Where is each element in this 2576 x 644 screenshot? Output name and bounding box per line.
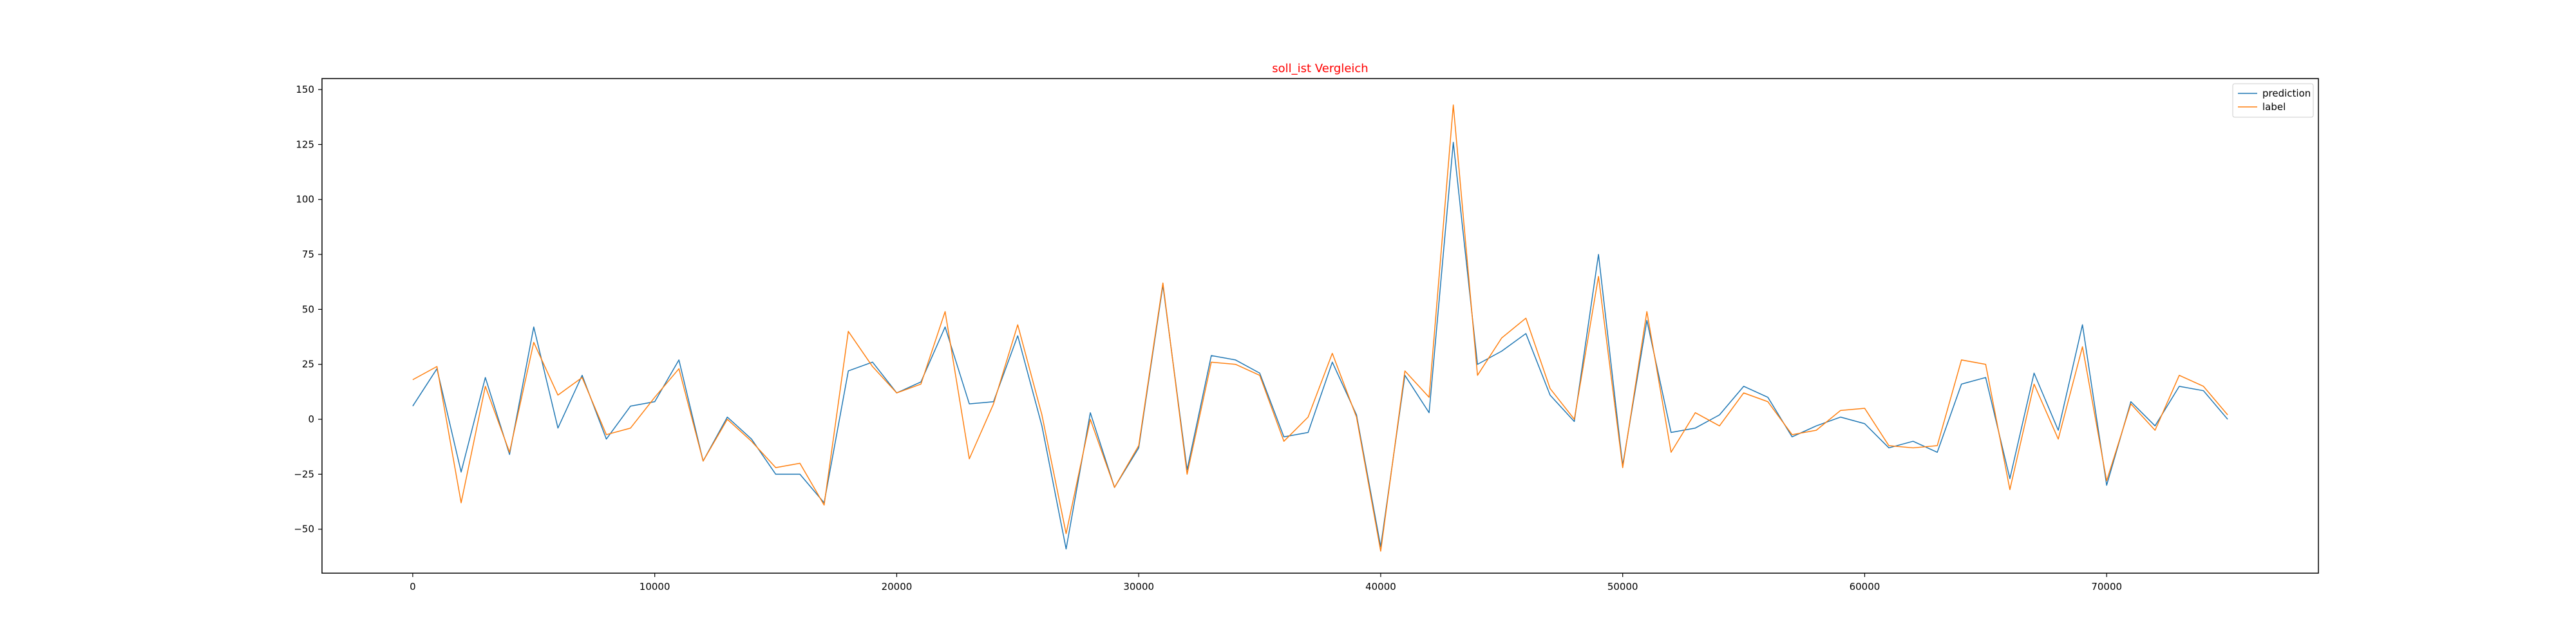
y-tick-label: 125 <box>296 138 314 150</box>
y-tick-label: 50 <box>302 303 314 315</box>
y-tick-label: 0 <box>308 413 314 425</box>
x-tick-label: 60000 <box>1850 581 1880 592</box>
y-tick-label: 25 <box>302 359 314 370</box>
plot-area <box>412 104 2228 552</box>
x-tick-label: 0 <box>410 581 416 592</box>
legend-label-label: label <box>2262 101 2286 113</box>
x-tick-label: 70000 <box>2091 581 2122 592</box>
y-tick-label: −50 <box>294 524 314 535</box>
legend-label-prediction: prediction <box>2262 88 2311 99</box>
x-tick-label: 40000 <box>1365 581 1396 592</box>
y-tick-label: 150 <box>296 84 314 95</box>
x-tick-label: 10000 <box>639 581 670 592</box>
y-tick-label: 75 <box>302 249 314 260</box>
axes-frame <box>321 78 2319 574</box>
y-axis: −50 −25 0 25 50 75 100 125 150 <box>294 84 322 535</box>
y-tick-label: −25 <box>294 468 314 480</box>
legend-box <box>2232 83 2314 118</box>
legend: prediction label <box>2232 83 2314 118</box>
series-line-label <box>412 104 2228 552</box>
x-tick-label: 30000 <box>1123 581 1154 592</box>
x-axis: 0 10000 20000 30000 40000 50000 60000 70000 <box>410 573 2122 592</box>
x-tick-label: 20000 <box>882 581 913 592</box>
chart-title: soll_ist Vergleich <box>1272 62 1368 75</box>
x-tick-label: 50000 <box>1607 581 1638 592</box>
y-tick-label: 100 <box>296 194 314 205</box>
